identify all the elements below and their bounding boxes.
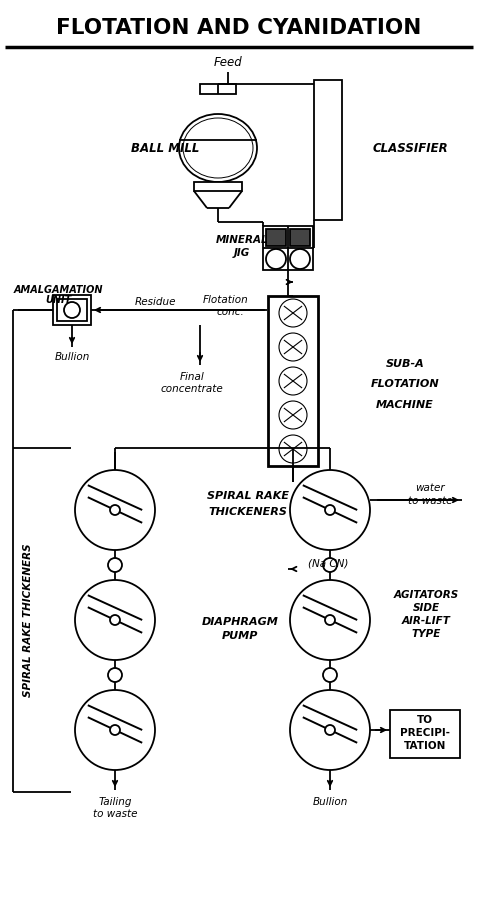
Circle shape [325,725,335,735]
Text: concentrate: concentrate [161,384,223,394]
Bar [200,84,236,94]
Text: SUB-A: SUB-A [386,359,424,369]
Circle shape [75,470,155,550]
Circle shape [110,505,120,515]
Ellipse shape [183,118,253,178]
Circle shape [266,249,286,269]
Circle shape [290,249,310,269]
Text: Feed: Feed [214,56,242,69]
Circle shape [75,580,155,660]
Text: THICKENERS: THICKENERS [208,507,287,517]
Text: (Na CN): (Na CN) [308,559,348,569]
Text: MACHINE: MACHINE [376,400,434,410]
Text: AGITATORS: AGITATORS [393,590,458,600]
Text: to waste: to waste [408,496,452,506]
Text: to waste: to waste [93,809,137,819]
Ellipse shape [179,114,257,182]
Bar [53,295,91,325]
Circle shape [279,299,307,327]
Text: FLOTATION: FLOTATION [370,380,439,390]
Bar [266,229,286,246]
Text: Bullion: Bullion [312,797,348,807]
Circle shape [290,470,370,550]
Bar [390,710,460,758]
Bar [57,299,87,321]
Circle shape [325,615,335,625]
Text: AMALGAMATION: AMALGAMATION [13,285,103,295]
Text: FLOTATION AND CYANIDATION: FLOTATION AND CYANIDATION [56,18,422,38]
Text: TATION: TATION [404,741,446,751]
Circle shape [279,333,307,361]
Text: SPIRAL RAKE: SPIRAL RAKE [207,491,289,501]
Circle shape [279,401,307,429]
Circle shape [290,580,370,660]
Text: JIG: JIG [234,248,250,258]
Circle shape [325,505,335,515]
Text: Tailing: Tailing [98,797,132,807]
Text: AIR-LIFT: AIR-LIFT [402,616,450,626]
Bar [263,226,313,270]
Text: BALL MILL: BALL MILL [131,141,199,154]
Text: TYPE: TYPE [411,629,441,639]
Circle shape [75,690,155,770]
Circle shape [290,690,370,770]
Circle shape [323,558,337,572]
Text: SPIRAL RAKE THICKENERS: SPIRAL RAKE THICKENERS [23,543,33,697]
Circle shape [110,725,120,735]
Text: DIAPHRAGM: DIAPHRAGM [202,617,279,627]
Text: PRECIPI-: PRECIPI- [400,728,450,738]
Text: Flotation: Flotation [203,295,249,305]
Bar [290,229,310,246]
Text: TO: TO [417,715,433,725]
Text: SIDE: SIDE [413,603,440,613]
Text: CLASSIFIER: CLASSIFIER [372,141,448,154]
Circle shape [279,435,307,463]
Text: MINERAL: MINERAL [216,235,268,245]
Text: UNIT: UNIT [45,295,71,305]
Circle shape [323,668,337,682]
Circle shape [108,668,122,682]
Circle shape [108,558,122,572]
Text: conc.: conc. [216,307,244,317]
Circle shape [279,367,307,395]
Text: Bullion: Bullion [54,352,90,362]
Text: water: water [415,483,445,493]
Bar [268,296,318,466]
Text: PUMP: PUMP [222,631,258,641]
Text: Residue: Residue [134,297,176,307]
Bar [314,80,342,220]
Text: Final: Final [180,372,205,382]
Circle shape [110,615,120,625]
Bar [194,182,242,191]
Circle shape [64,302,80,318]
